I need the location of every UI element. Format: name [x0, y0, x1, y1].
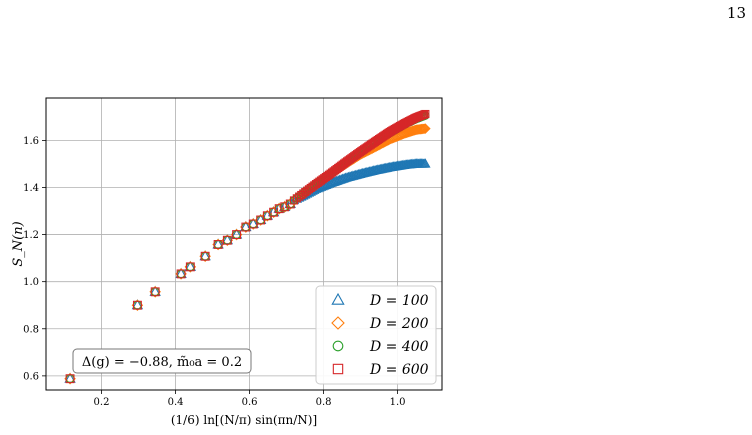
- y-axis-label: S_N(n): [11, 221, 26, 266]
- x-axis-label: (1/6) ln[(N/π) sin(πn/N)]: [171, 413, 317, 427]
- legend-label: D = 100: [369, 293, 429, 309]
- legend-marker: [332, 363, 344, 375]
- data-point: [232, 230, 242, 240]
- y-tick-label: 1.4: [23, 183, 39, 194]
- y-tick-label: 1.0: [23, 277, 39, 288]
- annotation-text: Δ(g) = −0.88, m̃₀a = 0.2: [82, 355, 242, 370]
- data-point: [176, 269, 186, 279]
- x-tick-label: 1.0: [390, 397, 406, 408]
- legend: D = 100 D = 200 D = 400 D = 600: [315, 285, 437, 385]
- axis-ticks: 0.2 0.4 0.6 0.8 1.0 0.6 0.8 1.0 1.2 1.4 1.6: [23, 136, 405, 408]
- plot-frame: [45, 97, 443, 391]
- data-point: [185, 262, 195, 272]
- data-point: [420, 158, 431, 168]
- y-tick-label: 0.8: [23, 324, 39, 335]
- data-point: [150, 287, 160, 297]
- data-point: [200, 251, 210, 261]
- y-tick-label: 1.2: [23, 230, 39, 241]
- data-point: [416, 123, 427, 135]
- page-number: 13: [726, 4, 746, 22]
- data-point: [222, 235, 232, 245]
- data-point: [132, 300, 142, 310]
- data-point: [420, 123, 431, 134]
- x-tick-label: 0.8: [316, 397, 332, 408]
- data-point: [418, 123, 430, 135]
- data-point: [415, 123, 426, 135]
- y-tick-label: 1.6: [23, 136, 39, 147]
- legend-marker: [331, 292, 345, 305]
- x-tick-label: 0.2: [94, 397, 110, 408]
- annotation-box: Δ(g) = −0.88, m̃₀a = 0.2: [72, 348, 252, 374]
- data-point: [65, 374, 75, 384]
- data-markers: [64, 109, 431, 385]
- data-point: [417, 123, 429, 135]
- legend-marker: [332, 340, 344, 352]
- data-point: [421, 109, 430, 119]
- y-tick-label: 0.6: [23, 371, 39, 382]
- legend-frame: [315, 285, 437, 385]
- legend-label: D = 400: [369, 339, 429, 355]
- legend-marker: [331, 316, 345, 330]
- x-tick-label: 0.6: [242, 397, 258, 408]
- x-tick-label: 0.4: [168, 397, 184, 408]
- legend-label: D = 200: [369, 316, 429, 332]
- data-point: [213, 240, 223, 249]
- data-point: [274, 204, 284, 214]
- legend-label: D = 600: [369, 362, 429, 378]
